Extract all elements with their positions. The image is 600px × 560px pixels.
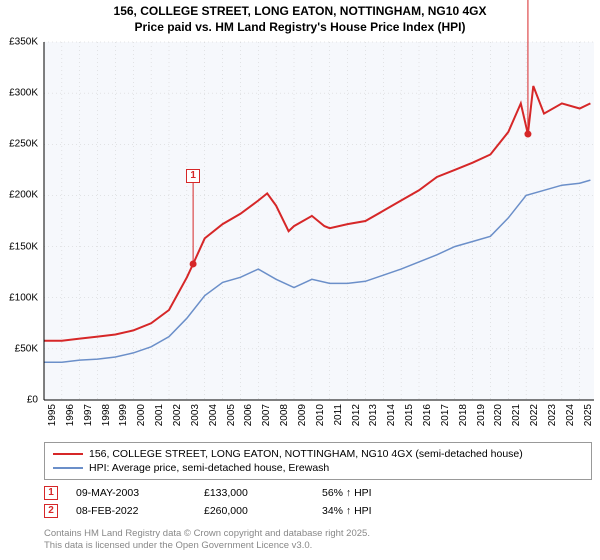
sale-diff: 56% ↑ HPI <box>322 487 592 499</box>
chart-title: 156, COLLEGE STREET, LONG EATON, NOTTING… <box>0 0 600 35</box>
x-tick-label: 2021 <box>511 404 522 426</box>
x-tick-label: 1999 <box>118 404 129 426</box>
sale-date: 08-FEB-2022 <box>76 505 186 517</box>
legend-swatch <box>53 453 83 455</box>
legend-item: 156, COLLEGE STREET, LONG EATON, NOTTING… <box>53 447 583 461</box>
x-tick-label: 2009 <box>297 404 308 426</box>
y-tick-label: £200K <box>9 190 38 201</box>
x-tick-label: 1997 <box>83 404 94 426</box>
legend-label: HPI: Average price, semi-detached house,… <box>89 462 329 474</box>
x-tick-label: 2012 <box>351 404 362 426</box>
x-tick-label: 2022 <box>529 404 540 426</box>
x-tick-label: 2015 <box>404 404 415 426</box>
x-tick-label: 2013 <box>368 404 379 426</box>
x-tick-label: 2014 <box>386 404 397 426</box>
sale-row: 2 08-FEB-2022 £260,000 34% ↑ HPI <box>44 502 592 520</box>
chart-container: 156, COLLEGE STREET, LONG EATON, NOTTING… <box>0 0 600 560</box>
sales-table: 1 09-MAY-2003 £133,000 56% ↑ HPI 2 08-FEB-202… <box>44 484 592 520</box>
y-axis: £0£50K£100K£150K£200K£250K£300K£350K <box>0 42 42 400</box>
sale-diff: 34% ↑ HPI <box>322 505 592 517</box>
x-axis: 1995 1996 1997 1998 1999 2000 2001 2002 2003 2004… <box>44 402 594 442</box>
footer-line-2: This data is licensed under the Open Gov… <box>44 540 370 552</box>
legend: 156, COLLEGE STREET, LONG EATON, NOTTING… <box>44 442 592 480</box>
x-tick-label: 2023 <box>547 404 558 426</box>
x-tick-label: 2005 <box>226 404 237 426</box>
x-tick-label: 2004 <box>208 404 219 426</box>
sale-date: 09-MAY-2003 <box>76 487 186 499</box>
x-tick-label: 1998 <box>101 404 112 426</box>
sale-row: 1 09-MAY-2003 £133,000 56% ↑ HPI <box>44 484 592 502</box>
legend-item: HPI: Average price, semi-detached house,… <box>53 461 583 475</box>
y-tick-label: £300K <box>9 88 38 99</box>
x-tick-label: 2007 <box>261 404 272 426</box>
sale-row-marker: 1 <box>44 486 58 500</box>
y-tick-label: £50K <box>15 343 38 354</box>
plot-area <box>44 42 594 400</box>
x-tick-label: 2002 <box>172 404 183 426</box>
x-tick-label: 2016 <box>422 404 433 426</box>
sale-marker-box-1: 1 <box>186 169 200 183</box>
title-line-1: 156, COLLEGE STREET, LONG EATON, NOTTING… <box>0 4 600 20</box>
x-tick-label: 2003 <box>190 404 201 426</box>
x-tick-label: 2018 <box>458 404 469 426</box>
x-tick-label: 2017 <box>440 404 451 426</box>
x-tick-label: 2019 <box>476 404 487 426</box>
x-tick-label: 2010 <box>315 404 326 426</box>
y-tick-label: £0 <box>27 395 38 406</box>
chart-svg <box>44 42 594 400</box>
y-tick-label: £150K <box>9 241 38 252</box>
y-tick-label: £250K <box>9 139 38 150</box>
legend-swatch <box>53 467 83 469</box>
x-tick-label: 2008 <box>279 404 290 426</box>
x-tick-label: 1995 <box>47 404 58 426</box>
sale-price: £133,000 <box>204 487 304 499</box>
x-tick-label: 2020 <box>493 404 504 426</box>
x-tick-label: 2001 <box>154 404 165 426</box>
y-tick-label: £100K <box>9 292 38 303</box>
x-tick-label: 2011 <box>333 404 344 426</box>
sale-row-marker: 2 <box>44 504 58 518</box>
x-tick-label: 2025 <box>583 404 594 426</box>
sale-price: £260,000 <box>204 505 304 517</box>
footer: Contains HM Land Registry data © Crown c… <box>44 528 370 552</box>
legend-label: 156, COLLEGE STREET, LONG EATON, NOTTING… <box>89 448 523 460</box>
x-tick-label: 1996 <box>65 404 76 426</box>
y-tick-label: £350K <box>9 37 38 48</box>
title-line-2: Price paid vs. HM Land Registry's House … <box>0 20 600 36</box>
x-tick-label: 2006 <box>243 404 254 426</box>
x-tick-label: 2024 <box>565 404 576 426</box>
footer-line-1: Contains HM Land Registry data © Crown c… <box>44 528 370 540</box>
x-tick-label: 2000 <box>136 404 147 426</box>
